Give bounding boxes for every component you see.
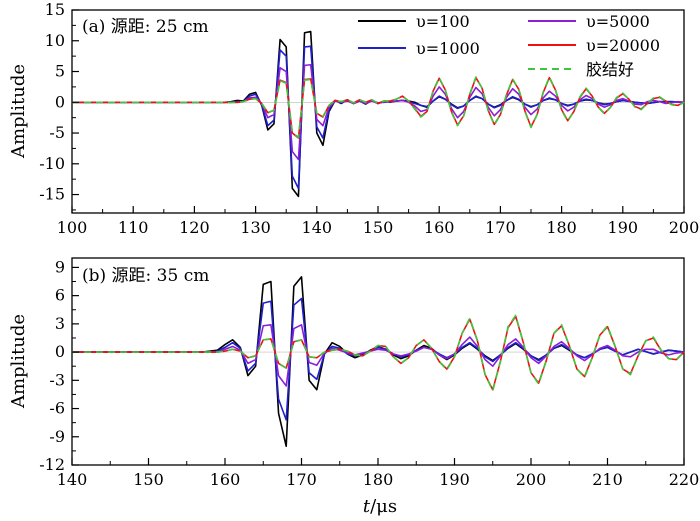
x-tick-label-a: 160 [424, 218, 455, 237]
x-tick-label-b: 180 [363, 470, 394, 489]
x-tick-label-b: 200 [516, 470, 547, 489]
x-tick-label-b: 170 [286, 470, 317, 489]
x-tick-label-b: 160 [210, 470, 241, 489]
series-line-b-0 [72, 276, 685, 447]
y-tick-label-b: 0 [55, 342, 65, 361]
x-tick-label-b: 140 [57, 470, 88, 489]
plot-frame-b [71, 257, 685, 466]
x-tick-label-a: 120 [179, 218, 210, 237]
legend-label-0: υ=100 [416, 12, 470, 31]
x-tick-label-b: 190 [439, 470, 470, 489]
x-tick-label-a: 110 [118, 218, 149, 237]
y-tick-label-a: -15 [39, 185, 65, 204]
y-tick-label-b: 3 [55, 314, 65, 333]
y-tick-label-b: -6 [49, 399, 65, 418]
series-line-a-4 [72, 76, 685, 139]
series-line-b-4 [72, 314, 685, 392]
y-tick-label-a: 0 [55, 92, 65, 111]
x-tick-label-a: 150 [363, 218, 394, 237]
x-tick-label-b: 220 [669, 470, 700, 489]
x-tick-label-a: 170 [485, 218, 516, 237]
x-tick-label-a: 130 [240, 218, 271, 237]
y-axis-label-b: Amplitude [8, 314, 29, 409]
y-tick-label-b: 9 [55, 257, 65, 276]
x-tick-label-a: 200 [669, 218, 700, 237]
legend-label-4: 胶结好 [586, 60, 634, 79]
y-tick-label-a: 15 [45, 0, 65, 19]
y-tick-label-b: -9 [49, 427, 65, 446]
panel-b: 140 150 160 170 180 190 200 210 220 -12 -9 -6 -3 0 3 6 9… [8, 257, 699, 489]
x-tick-label-a: 180 [546, 218, 577, 237]
x-axis-label: t/μs [363, 496, 397, 517]
y-axis-label-a: Amplitude [8, 64, 29, 159]
x-tick-label-b: 210 [592, 470, 623, 489]
series-line-a-2 [72, 63, 685, 161]
series-line-a-3 [72, 76, 685, 139]
panel-label-b: (b) 源距: 35 cm [82, 266, 209, 286]
panel-a: 100 110 120 130 140 150 160 170 180 190 200-15-10-… [8, 0, 699, 237]
series-line-a-0 [72, 30, 685, 198]
y-tick-label-a: 5 [55, 62, 65, 81]
y-tick-label-a: 10 [45, 31, 65, 50]
y-tick-label-a: -5 [49, 123, 65, 142]
legend-label-2: υ=5000 [586, 12, 650, 31]
series-line-b-2 [72, 323, 685, 387]
x-tick-label-a: 190 [608, 218, 639, 237]
x-tick-label-a: 100 [57, 218, 88, 237]
y-tick-label-a: -10 [39, 154, 65, 173]
y-tick-label-b: -3 [49, 370, 65, 389]
legend-label-3: υ=20000 [586, 36, 660, 55]
series-line-a-1 [72, 45, 685, 190]
panel-label-a: (a) 源距: 25 cm [82, 17, 209, 37]
y-tick-label-b: 6 [55, 286, 65, 305]
y-tick-label-b: -12 [39, 455, 65, 474]
x-tick-label-a: 140 [302, 218, 333, 237]
x-tick-label-b: 150 [133, 470, 164, 489]
legend-label-1: υ=1000 [416, 39, 480, 58]
legend: υ=100 υ=1000 υ=5000 υ=20000 胶结好 [358, 12, 660, 79]
